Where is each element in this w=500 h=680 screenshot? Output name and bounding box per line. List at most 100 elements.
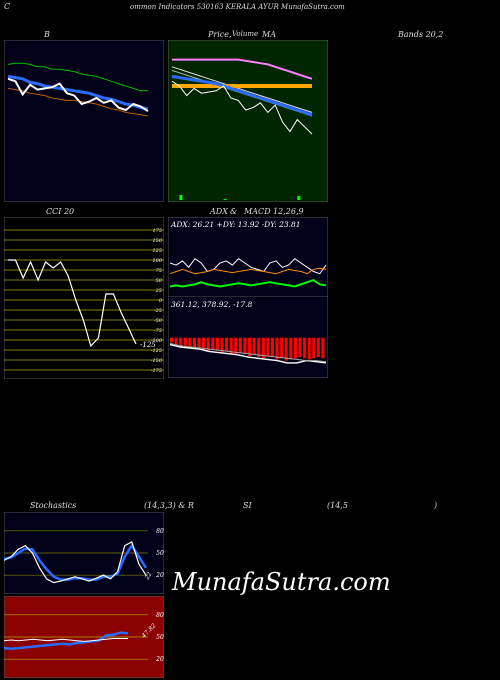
macd-histogram-bar	[229, 337, 233, 354]
adx-minus_dy-line	[169, 267, 327, 275]
macd-histogram-bar	[303, 337, 307, 359]
cci-tick-label: -125	[151, 348, 162, 354]
adx-panel: ADX: 26.21 +DY: 13.92 -DY: 23.81	[168, 217, 328, 299]
adx-adx-line	[169, 258, 327, 275]
cci-tick-label: -50	[154, 318, 163, 324]
cci-tick-label: -100	[151, 338, 163, 344]
stoch-tick-label: 20	[155, 572, 164, 579]
bollinger-price-line	[7, 77, 149, 113]
cci-tick-label: -175	[151, 368, 162, 374]
macd-histogram-bar	[192, 337, 196, 350]
macd-histogram-bar	[202, 337, 206, 351]
macd-histogram-bar	[215, 337, 219, 351]
macd-histogram-bar	[284, 337, 288, 361]
bollinger-middle-line	[7, 74, 149, 111]
cci-tick-label: 150	[152, 238, 162, 244]
cci-tick-label: 50	[156, 278, 163, 284]
macd-histogram-bar	[206, 337, 210, 352]
cci-line	[8, 259, 137, 348]
bollinger-panel	[4, 40, 164, 202]
cci-tick-label: 25	[155, 288, 162, 294]
macd-histogram-bar	[298, 337, 302, 358]
price-ma-panel	[168, 40, 328, 202]
adx-values: ADX: 26.21 +DY: 13.92 -DY: 23.81	[170, 220, 301, 229]
rsi-params: (14,5	[327, 501, 348, 510]
cci-value-label: -125	[140, 341, 156, 349]
macd-histogram-bar	[248, 337, 252, 356]
cci-tick-label: 100	[152, 258, 162, 264]
amp-label: &	[230, 207, 238, 216]
macd-histogram-bar	[261, 337, 265, 359]
cci-tick-label: 125	[152, 248, 162, 254]
price-ma-ma_blue-line	[171, 74, 313, 117]
bollinger-upper-line	[7, 62, 148, 92]
volume-label: Volume	[232, 30, 259, 38]
price-ma-price-line	[171, 80, 313, 135]
si-label: SI	[243, 501, 252, 510]
rsi-tick-label: 20	[155, 656, 164, 663]
macd-histogram-bar	[211, 337, 215, 350]
page-title: ommon Indicators 530163 KERALA AYUR Muna…	[130, 3, 345, 11]
adx-label: ADX	[210, 207, 228, 216]
adx-plus_dy-line	[169, 278, 327, 288]
macd-histogram-bar	[234, 337, 238, 355]
macd-histogram-bar	[188, 337, 192, 348]
macd-bg	[168, 296, 328, 378]
macd-values: 361.12, 378.92, -17.8	[171, 300, 252, 309]
rsi-tick-label: 50	[156, 634, 164, 641]
macd-macd-line	[169, 343, 327, 364]
stoch-value-label: 22	[143, 571, 153, 582]
macd-histogram-bar	[220, 337, 224, 353]
stoch-label: Stochastics	[30, 501, 77, 510]
rsi-mfi-line	[4, 638, 128, 642]
rsi-rsi-line	[4, 631, 129, 651]
volume-bar	[179, 195, 183, 200]
cci-tick-label: 75	[156, 268, 162, 274]
macd-histogram-bar	[183, 337, 187, 346]
ma-label: MA	[262, 30, 276, 39]
macd-label: MACD 12,26,9	[244, 207, 304, 216]
stoch-k-line	[4, 541, 147, 584]
macd-histogram-bar	[238, 337, 242, 353]
price-ma-ma_white1-line	[171, 66, 313, 113]
stoch-tick-label: 80	[156, 528, 164, 535]
macd-histogram-bar	[252, 337, 256, 355]
close-paren: )	[434, 501, 438, 510]
macd-signal-line	[169, 342, 327, 363]
cci-tick-label: 175	[152, 228, 162, 234]
adx-bg	[168, 217, 328, 299]
macd-histogram-bar	[280, 337, 284, 359]
price-label: Price,	[208, 30, 232, 39]
cci-tick-label: -150	[151, 358, 163, 364]
stoch-tick-label: 50	[156, 550, 164, 557]
price-ma-bg	[168, 40, 328, 202]
macd-histogram-bar	[289, 337, 293, 360]
header-c-letter: C	[4, 2, 11, 11]
cci-tick-label: 0	[159, 298, 163, 304]
cci-bg	[4, 217, 164, 379]
cci-label: CCI 20	[46, 207, 75, 216]
cci-tick-label: -25	[154, 308, 162, 314]
cci-panel: 1751501251007550250-25-50-75-100-125-150…	[4, 217, 164, 379]
macd-histogram-bar	[270, 337, 274, 358]
macd-histogram-bar	[174, 337, 178, 345]
price-ma-ma_pink-line	[172, 58, 313, 80]
brand-watermark: MunafaSutra.com	[172, 568, 391, 596]
macd-histogram-bar	[321, 337, 325, 359]
macd-histogram-bar	[266, 337, 270, 356]
macd-panel: 361.12, 378.92, -17.8	[168, 296, 328, 378]
macd-histogram-bar	[243, 337, 247, 354]
macd-histogram-bar	[312, 337, 316, 359]
macd-histogram-bar	[257, 337, 261, 358]
bollinger-bg	[4, 40, 164, 202]
macd-histogram-bar	[316, 337, 320, 358]
macd-histogram-bar	[170, 337, 174, 343]
bands-label: Bands 20,2	[398, 30, 444, 39]
macd-histogram-bar	[197, 337, 201, 348]
macd-histogram-bar	[307, 337, 311, 360]
macd-histogram-bar	[293, 337, 297, 359]
cci-tick-label: -75	[154, 328, 162, 334]
macd-histogram-bar	[275, 337, 279, 360]
stoch-params: (14,3,3) & R	[144, 501, 194, 510]
